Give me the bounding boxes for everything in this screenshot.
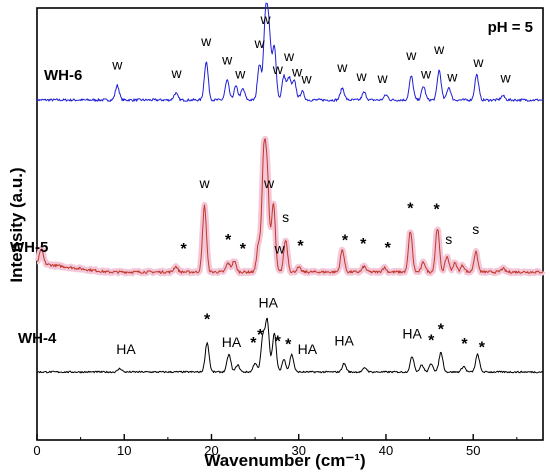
series-label-wh-4: WH-4 xyxy=(18,330,57,347)
peak-annotation: w xyxy=(198,175,210,191)
peak-annotation: s xyxy=(282,209,289,225)
peak-annotation: * xyxy=(438,321,445,338)
peak-annotation: s xyxy=(445,231,452,247)
series-wh-5: WH-5 xyxy=(10,135,546,277)
series-layer: WH-6 WH-5 WH-4 xyxy=(10,2,546,374)
peak-annotation: w xyxy=(446,69,458,85)
peak-annotation: w xyxy=(472,54,484,70)
x-tick-label: 20 xyxy=(204,443,218,458)
peak-annotation: w xyxy=(420,66,432,82)
peak-annotation: * xyxy=(479,340,486,357)
peak-annotation: * xyxy=(180,241,187,258)
peak-annotation: w xyxy=(336,59,348,75)
peak-annotation: HA xyxy=(402,326,422,342)
peak-annotation: * xyxy=(275,334,282,351)
peak-annotation: * xyxy=(240,241,247,258)
peak-annotation: * xyxy=(385,240,392,257)
series-line-wh-6 xyxy=(36,2,544,102)
peak-annotation: w xyxy=(111,57,123,73)
peak-annotation: * xyxy=(433,201,440,218)
peak-annotation: s xyxy=(472,221,479,237)
peak-annotation: w xyxy=(200,33,212,49)
peak-annotation: * xyxy=(461,336,468,353)
x-axis-title: Wavenumber (cm⁻¹) xyxy=(204,451,365,470)
peak-annotation: w xyxy=(301,70,313,86)
peak-annotation: w xyxy=(405,47,417,63)
peak-annotation: HA xyxy=(116,341,136,357)
x-tick-label: 10 xyxy=(117,443,131,458)
series-line-wh-5 xyxy=(37,138,544,274)
peak-annotation: w xyxy=(291,63,303,79)
peak-annotation: w xyxy=(376,70,388,86)
x-tick-label: 50 xyxy=(466,443,480,458)
series-label-wh-5: WH-5 xyxy=(10,239,48,256)
peak-annotation: w xyxy=(283,48,295,64)
peak-annotation: w xyxy=(234,66,246,82)
peak-annotation: * xyxy=(360,236,367,253)
series-line-wh-4 xyxy=(36,317,544,374)
peak-annotation: HA xyxy=(222,334,242,350)
x-axis: 0 10 20 30 40 50 xyxy=(33,434,518,458)
x-tick-label: 0 xyxy=(33,443,40,458)
ph-annotation: pH = 5 xyxy=(488,19,533,36)
series-label-wh-6: WH-6 xyxy=(44,67,82,84)
peak-annotation: * xyxy=(225,232,232,249)
y-axis-title: Intensity (a.u.) xyxy=(7,167,26,282)
series-wh-4: WH-4 xyxy=(18,317,544,374)
peak-annotation: * xyxy=(257,327,264,344)
peak-annotation: w xyxy=(263,175,275,191)
peak-annotation: w xyxy=(355,68,367,84)
peak-annotation: w xyxy=(253,35,265,51)
peak-annotation: HA xyxy=(258,295,278,311)
peak-annotation: w xyxy=(273,240,285,256)
peak-annotation: * xyxy=(342,232,349,249)
x-tick-label: 40 xyxy=(379,443,393,458)
peak-annotation: * xyxy=(204,312,211,329)
peak-annotation: w xyxy=(260,11,272,27)
peak-annotation: * xyxy=(297,238,304,255)
series-wh-6: WH-6 xyxy=(36,2,544,102)
plot-frame xyxy=(36,7,544,441)
peak-annotation: w xyxy=(499,69,511,85)
peak-annotation: w xyxy=(221,51,233,67)
peak-annotation: * xyxy=(407,200,414,217)
peak-annotation: w xyxy=(171,65,183,81)
x-tick-label: 30 xyxy=(291,443,305,458)
peak-annotation: * xyxy=(250,335,257,352)
peak-annotation: HA xyxy=(334,333,354,349)
series-wh-5-halo xyxy=(34,135,546,277)
peak-annotation: w xyxy=(272,61,284,77)
peak-annotation: * xyxy=(285,337,292,354)
peak-annotation: * xyxy=(428,333,435,350)
peak-annotation: HA xyxy=(298,341,318,357)
peak-annotation: w xyxy=(433,41,445,57)
